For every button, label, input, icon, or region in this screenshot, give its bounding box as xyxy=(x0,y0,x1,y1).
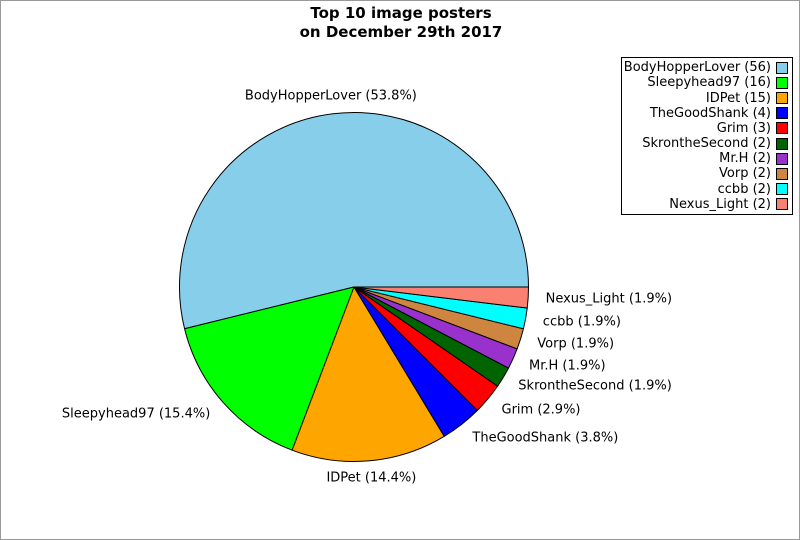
legend-row-Vorp: Vorp (2) xyxy=(622,166,792,181)
slice-label-Mr.H: Mr.H (1.9%) xyxy=(529,358,606,374)
pie-slice-BodyHopperLover xyxy=(179,112,529,330)
slice-label-ccbb: ccbb (1.9%) xyxy=(542,314,621,330)
legend-row-ccbb: ccbb (2) xyxy=(622,182,792,197)
slice-label-Grim: Grim (2.9%) xyxy=(501,402,581,418)
legend-row-SkrontheSecond: SkrontheSecond (2) xyxy=(622,136,792,151)
pie-slice-Sleepyhead97 xyxy=(184,286,355,451)
legend-row-Nexus_Light: Nexus_Light (2) xyxy=(622,197,792,212)
legend-label-Nexus_Light: Nexus_Light (2) xyxy=(669,196,771,212)
legend-label-ccbb: ccbb (2) xyxy=(717,181,771,197)
legend-swatch-ccbb xyxy=(776,183,788,196)
legend-label-SkrontheSecond: SkrontheSecond (2) xyxy=(642,136,771,152)
legend-swatch-Mr.H xyxy=(776,152,788,165)
pie-slice-IDPet xyxy=(291,286,445,462)
chart-title-line1: Top 10 image posters xyxy=(310,4,492,22)
legend-label-IDPet: IDPet (15) xyxy=(705,90,771,106)
legend-swatch-SkrontheSecond xyxy=(776,137,788,150)
legend-label-Grim: Grim (3) xyxy=(716,120,771,136)
legend-swatch-IDPet xyxy=(776,92,788,105)
slice-label-TheGoodShank: TheGoodShank (3.8%) xyxy=(472,430,619,446)
legend-swatch-Nexus_Light xyxy=(776,198,788,211)
legend-row-Sleepyhead97: Sleepyhead97 (16) xyxy=(622,75,792,90)
legend-label-Vorp: Vorp (2) xyxy=(719,166,771,182)
legend-label-BodyHopperLover: BodyHopperLover (56) xyxy=(623,60,771,76)
legend-swatch-TheGoodShank xyxy=(776,107,788,120)
legend-row-IDPet: IDPet (15) xyxy=(622,90,792,106)
slice-label-BodyHopperLover: BodyHopperLover (53.8%) xyxy=(244,88,417,104)
chart-title-line2: on December 29th 2017 xyxy=(299,23,503,41)
legend-row-BodyHopperLover: BodyHopperLover (56) xyxy=(622,60,792,75)
legend-swatch-Sleepyhead97 xyxy=(776,76,788,89)
legend-row-TheGoodShank: TheGoodShank (4) xyxy=(622,106,792,121)
legend-label-Sleepyhead97: Sleepyhead97 (16) xyxy=(647,75,771,91)
legend-row-Grim: Grim (3) xyxy=(622,121,792,136)
slice-label-Nexus_Light: Nexus_Light (1.9%) xyxy=(545,291,673,307)
legend-row-Mr.H: Mr.H (2) xyxy=(622,151,792,166)
legend-swatch-BodyHopperLover xyxy=(776,61,788,74)
legend-label-Mr.H: Mr.H (2) xyxy=(719,151,771,167)
pie-slice-Nexus_Light xyxy=(353,286,530,309)
legend-swatch-Grim xyxy=(776,122,788,135)
legend-swatch-Vorp xyxy=(776,167,788,180)
legend: BodyHopperLover (56) Sleepyhead97 (16) IDP… xyxy=(621,57,793,215)
slice-label-Sleepyhead97: Sleepyhead97 (15.4%) xyxy=(61,406,211,422)
slice-label-IDPet: IDPet (14.4%) xyxy=(326,470,417,486)
chart-title: Top 10 image posters on December 29th 20… xyxy=(1,4,799,42)
legend-label-TheGoodShank: TheGoodShank (4) xyxy=(649,105,771,121)
slice-label-Vorp: Vorp (1.9%) xyxy=(537,336,615,352)
slice-label-SkrontheSecond: SkrontheSecond (1.9%) xyxy=(518,378,672,394)
